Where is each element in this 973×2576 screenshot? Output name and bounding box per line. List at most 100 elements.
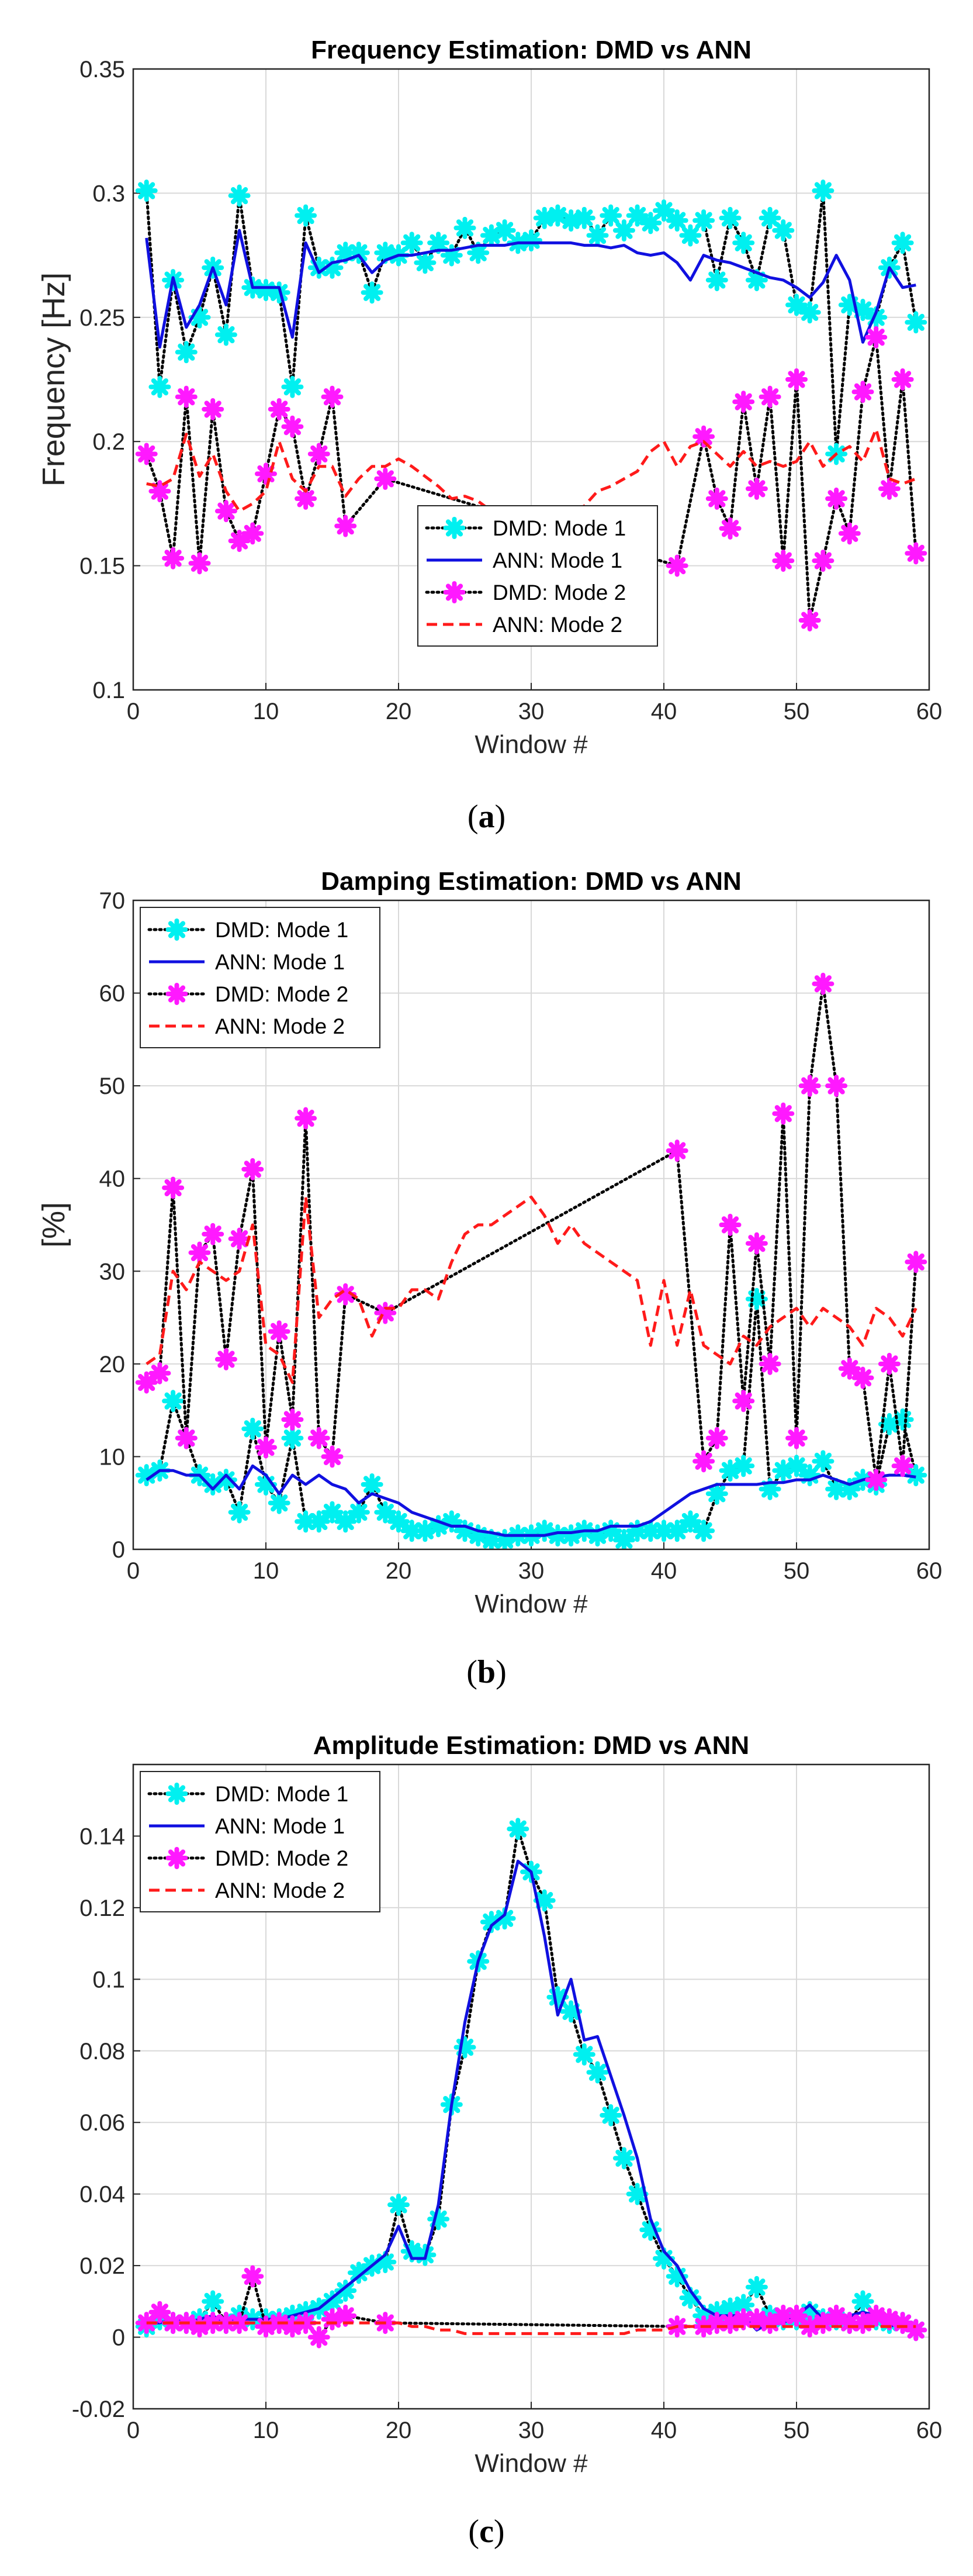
data-point-dmd2 — [692, 1450, 715, 1473]
data-point-dmd1 — [295, 1510, 317, 1533]
y-tick-label: 0.02 — [79, 2253, 125, 2279]
legend-label: DMD: Mode 1 — [215, 1782, 348, 1806]
x-tick-label: 0 — [127, 2418, 140, 2443]
legend-swatch-marker — [165, 1847, 188, 1869]
series-line-ann2 — [146, 1195, 917, 1384]
data-point-dmd1 — [533, 206, 556, 229]
data-point-dmd2 — [878, 477, 901, 500]
legend-label: DMD: Mode 2 — [215, 1846, 348, 1870]
panel-damping: Damping Estimation: DMD vs ANN 0 10 20 30 40 5… — [0, 859, 973, 1719]
legend-swatch-marker — [165, 918, 188, 941]
chart-amplitude: Amplitude Estimation: DMD vs ANN 0 10 20 30 4… — [72, 1731, 942, 2478]
chart-frequency: Frequency Estimation: DMD vs ANN 0 10 20 30 4… — [36, 36, 943, 759]
x-tick-label: 30 — [518, 1558, 545, 1584]
x-tick-label: 20 — [386, 1558, 412, 1584]
data-point-dmd1 — [679, 1510, 702, 1533]
data-point-dmd1 — [520, 229, 542, 252]
axes-frame — [132, 899, 930, 1551]
x-axis-label: Window # — [475, 730, 588, 759]
data-point-dmd2 — [666, 1139, 688, 1162]
data-point-dmd2 — [214, 500, 237, 523]
data-point-dmd2 — [905, 542, 927, 565]
x-tick-label: 60 — [916, 699, 943, 724]
y-tick-label: 40 — [99, 1166, 126, 1192]
y-tick-label: 0.04 — [79, 2182, 125, 2208]
data-point-dmd2 — [188, 1241, 211, 1264]
data-point-dmd2 — [162, 1176, 185, 1199]
data-point-dmd2 — [214, 1348, 237, 1370]
data-point-dmd2 — [202, 398, 224, 420]
x-tick-label: 30 — [518, 699, 545, 724]
x-axis-label: Window # — [475, 1590, 588, 1618]
y-tick-label: 0.1 — [92, 678, 125, 703]
data-point-dmd2 — [148, 480, 171, 503]
y-tick-label: 0.12 — [79, 1895, 125, 1921]
data-point-dmd2 — [865, 2304, 888, 2327]
y-tick-label: 0.15 — [79, 554, 125, 579]
y-tick-label: 60 — [99, 981, 126, 1007]
data-point-dmd1 — [732, 232, 755, 254]
data-point-dmd2 — [719, 1214, 742, 1236]
caption-b-letter: b — [477, 1654, 496, 1690]
data-point-dmd2 — [255, 462, 277, 485]
data-point-dmd1 — [692, 209, 715, 232]
data-point-dmd2 — [268, 1320, 290, 1343]
data-point-dmd2 — [759, 385, 781, 408]
data-point-dmd2 — [719, 2312, 742, 2335]
legend-label: ANN: Mode 1 — [215, 1814, 345, 1838]
data-point-dmd2 — [188, 2315, 211, 2338]
data-point-dmd2 — [188, 552, 211, 575]
data-point-dmd2 — [865, 1469, 888, 1491]
data-point-dmd1 — [666, 1520, 688, 1542]
legend-label: ANN: Mode 2 — [215, 1014, 345, 1038]
x-tick-label: 20 — [386, 699, 412, 724]
data-point-dmd1 — [705, 1482, 728, 1505]
legend-swatch-marker — [443, 581, 466, 603]
y-tick-label: 0.06 — [79, 2110, 125, 2136]
legend-swatch-marker — [165, 1783, 188, 1805]
y-tick-label: 0.35 — [79, 57, 125, 82]
y-tick-label: 20 — [99, 1352, 126, 1377]
data-point-dmd2 — [175, 385, 198, 408]
series-line-ann1 — [145, 229, 916, 349]
data-point-dmd1 — [891, 232, 914, 254]
x-tick-label: 60 — [916, 1558, 943, 1584]
data-point-dmd2 — [241, 2265, 264, 2288]
data-point-dmd2 — [785, 1427, 808, 1449]
data-point-dmd1 — [573, 206, 595, 229]
y-axis-label: Frequency [Hz] — [36, 272, 71, 486]
data-point-dmd2 — [772, 1102, 795, 1125]
data-point-dmd2 — [719, 517, 742, 540]
data-point-dmd2 — [705, 487, 728, 510]
legend: DMD: Mode 1 ANN: Mode 1 DMD: Mode 2 ANN: Mo… — [140, 1771, 380, 1912]
y-tick-label: 0 — [112, 1537, 125, 1563]
data-point-dmd1 — [732, 1455, 755, 1477]
data-point-dmd2 — [307, 443, 330, 465]
data-point-dmd1 — [427, 232, 450, 254]
data-point-dmd1 — [507, 1818, 529, 1841]
y-tick-label: 0 — [112, 2325, 125, 2351]
data-point-dmd2 — [798, 609, 821, 632]
data-point-dmd1 — [202, 2290, 224, 2313]
data-point-dmd2 — [705, 1427, 728, 1449]
data-point-dmd1 — [905, 311, 927, 334]
data-point-dmd2 — [255, 2315, 277, 2338]
legend-label: DMD: Mode 1 — [493, 516, 626, 540]
chart-title: Damping Estimation: DMD vs ANN — [321, 867, 742, 896]
chart-title: Frequency Estimation: DMD vs ANN — [311, 36, 752, 64]
caption-c: (c) — [468, 2513, 505, 2550]
data-point-dmd1 — [612, 2147, 635, 2170]
data-point-dmd2 — [759, 1352, 781, 1375]
data-point-dmd1 — [467, 241, 490, 264]
data-point-dmd1 — [214, 323, 237, 346]
x-tick-label: 10 — [253, 1558, 279, 1584]
data-point-dmd2 — [732, 391, 755, 413]
data-point-dmd2 — [745, 1232, 768, 1255]
y-tick-label: 0.14 — [79, 1824, 125, 1849]
data-point-dmd1 — [374, 1501, 397, 1524]
data-point-dmd1 — [334, 1510, 357, 1533]
data-point-dmd2 — [745, 477, 768, 500]
data-point-dmd1 — [400, 232, 423, 254]
data-point-dmd2 — [812, 550, 835, 572]
